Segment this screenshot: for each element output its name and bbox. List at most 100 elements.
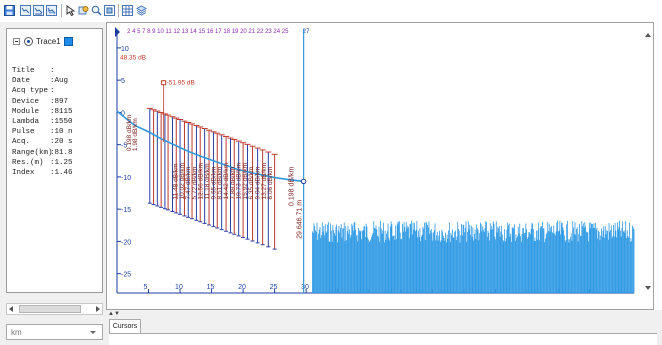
- property-key: Acq.: [12, 138, 31, 147]
- property-key: Title: [12, 67, 35, 75]
- trace-tree: Trace1 Title: Date:Aug Acq type: Device:897…: [6, 28, 103, 293]
- fit-icon[interactable]: [104, 5, 115, 16]
- bottom-panel: ▲▼ Cursors: [106, 310, 662, 345]
- trace-line: [116, 110, 304, 183]
- event-loss-label: 11.18 dB/km: [204, 163, 211, 199]
- property-row: Acq. :20 s: [12, 137, 100, 147]
- scroll-left-icon[interactable]: [9, 306, 13, 312]
- property-value: :1.46: [50, 168, 73, 177]
- y-tick-label: 10: [121, 46, 129, 53]
- toolbar-separator: [118, 4, 119, 17]
- property-row: Acq type:: [12, 86, 100, 96]
- property-key: Res.(m): [12, 158, 44, 167]
- chevron-down-icon[interactable]: [90, 331, 96, 334]
- compare-trace-icon[interactable]: [46, 5, 57, 16]
- collapse-icon[interactable]: [13, 38, 20, 45]
- end-event-marker: [300, 178, 307, 185]
- event-loss-label: 12.56 dB/km: [198, 163, 205, 200]
- property-key: Acq type: [12, 87, 49, 96]
- event-loss-label: 11.48 dB/km: [173, 163, 180, 199]
- zoom-icon[interactable]: [91, 5, 102, 16]
- chart-vertical-scrollbar[interactable]: [642, 25, 654, 297]
- event-loss-label: 7.47 dB/km: [185, 167, 192, 200]
- trace-tree-item[interactable]: Trace1: [7, 29, 102, 55]
- trace-color-swatch[interactable]: [64, 37, 73, 46]
- property-key: Range(km): [12, 148, 53, 157]
- event-numbers: 2 4 5 7 8 9 10 11 12 13 14 15 16 17 18 1…: [127, 29, 289, 35]
- end-event-distance: 29.646.71 m: [297, 200, 304, 239]
- otdr-trace-chart[interactable]: 1050-5-10-15-20-255101520253035404550556…: [106, 22, 654, 310]
- property-row: Title:: [12, 66, 100, 76]
- collapse-arrows-icon[interactable]: ▲▼: [108, 311, 120, 317]
- property-row: Lambda :1550: [12, 117, 100, 127]
- y-tick-label: 5: [121, 78, 125, 85]
- layers-icon[interactable]: [136, 5, 147, 16]
- x-tick-label: 20: [238, 284, 246, 291]
- save-icon[interactable]: [4, 5, 15, 16]
- property-value: :897: [50, 97, 69, 106]
- section-loss-label: 1.98 dB/km: [132, 118, 139, 151]
- event-loss-label: 5.72 dB/km: [191, 167, 198, 200]
- trace-visible-radio-icon[interactable]: [24, 37, 33, 46]
- main-toolbar: [0, 0, 662, 22]
- property-value: :Aug: [50, 77, 69, 86]
- property-key: Device: [12, 97, 40, 106]
- property-value: :1.25: [50, 158, 73, 167]
- x-tick-label: 25: [270, 284, 278, 291]
- event-number-end: 27: [302, 28, 310, 35]
- scroll-down-icon[interactable]: [645, 286, 651, 290]
- y-tick-label: -25: [121, 272, 131, 279]
- property-value: :81.8: [50, 148, 73, 157]
- property-key: Pulse: [12, 128, 35, 137]
- property-value: :: [50, 87, 55, 96]
- property-row: Module :8115: [12, 107, 100, 117]
- event-loss-label: 14.42 dB/km: [223, 163, 230, 200]
- event-loss-label: 8.06 dB/km: [267, 167, 274, 200]
- open-trace-icon[interactable]: [20, 5, 31, 16]
- trace-plot[interactable]: 1050-5-10-15-20-255101520253035404550556…: [107, 23, 655, 311]
- scroll-thumb[interactable]: [19, 305, 81, 313]
- mid-marker-label: -51.95 dB: [167, 80, 195, 87]
- marker-arrow-icon: [115, 27, 120, 37]
- toolbar-separator: [61, 4, 62, 17]
- trace-name: Trace1: [36, 37, 61, 46]
- property-key: Date: [12, 77, 31, 86]
- event-loss-label: 10.73 dB/km: [236, 163, 243, 200]
- end-event-tail: [274, 176, 304, 183]
- tab-cursors[interactable]: Cursors: [109, 319, 141, 333]
- property-row: Range(km):81.8: [12, 148, 100, 158]
- top-marker-label: 48.35 dB: [120, 55, 146, 62]
- property-row: Device :897: [12, 97, 100, 107]
- event-tool-icon[interactable]: [78, 5, 89, 16]
- event-loss-label: 8.51 dB/km: [217, 167, 224, 200]
- event-loss-label: 9.04 dB/km: [254, 167, 261, 200]
- unit-select-value: km: [11, 328, 22, 337]
- x-tick-label: 5: [144, 284, 148, 291]
- y-tick-label: -5: [121, 143, 127, 150]
- property-row: Index :1.46: [12, 168, 100, 178]
- tree-horizontal-scrollbar[interactable]: [6, 303, 103, 315]
- property-row: Pulse :10 n: [12, 127, 100, 137]
- property-value: :20 s: [50, 138, 73, 147]
- property-value: :10 n: [50, 128, 73, 137]
- y-tick-label: -10: [121, 175, 131, 182]
- unit-select[interactable]: km: [6, 324, 103, 340]
- end-event-loss: 0.198 dB/km: [289, 166, 296, 205]
- y-tick-label: 0: [121, 110, 125, 117]
- close-trace-icon[interactable]: [33, 5, 44, 16]
- x-tick-label: 15: [207, 284, 215, 291]
- scroll-up-icon[interactable]: [645, 33, 651, 37]
- scroll-right-icon[interactable]: [96, 306, 100, 312]
- property-key: Module: [12, 107, 40, 116]
- grid-icon[interactable]: [122, 5, 133, 16]
- property-value: :: [50, 67, 55, 75]
- property-key: Index: [12, 168, 35, 177]
- property-key: Lambda: [12, 117, 40, 126]
- property-value: :8115: [50, 107, 73, 116]
- property-value: :1550: [50, 117, 73, 126]
- pointer-icon[interactable]: [65, 5, 76, 16]
- trace-panel: Trace1 Title: Date:Aug Acq type: Device:897…: [0, 22, 106, 345]
- trace-properties: Title: Date:Aug Acq type: Device:897 Module:…: [12, 66, 100, 178]
- property-row: Date :Aug: [12, 76, 100, 86]
- mid-marker-box: [161, 80, 167, 86]
